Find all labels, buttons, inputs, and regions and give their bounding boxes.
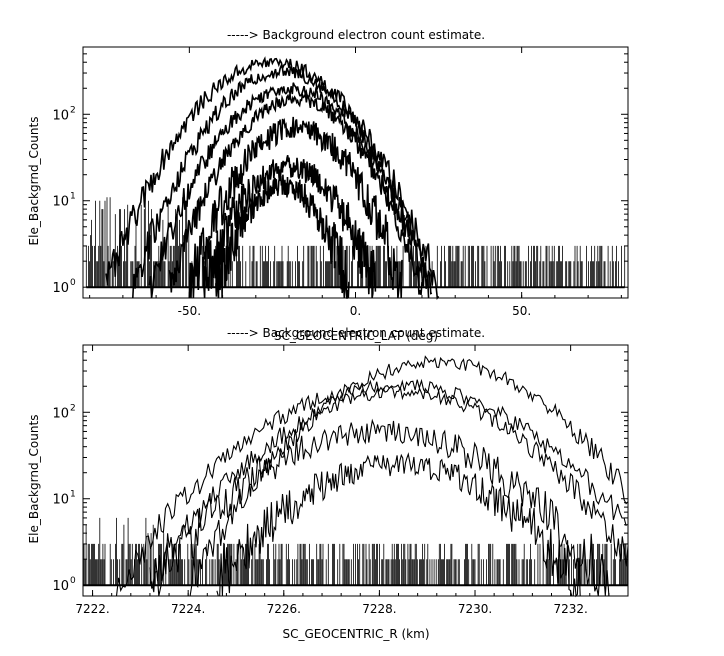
x-tick-label: -50. <box>178 304 201 318</box>
x-tick-label: 50. <box>512 304 531 318</box>
x-tick-label: 0. <box>350 304 361 318</box>
y-tick-label: 10 <box>52 579 69 594</box>
chart-2-plot-area <box>82 355 629 598</box>
y-tick-exponent: 0 <box>70 278 76 288</box>
series-1 <box>188 355 629 597</box>
chart-1: -----> Background electron count estimat… <box>27 28 629 343</box>
x-tick-label: 7232. <box>553 602 587 616</box>
chart-1-ylabel: Ele_Backgrnd_Counts <box>27 117 41 246</box>
series-6 <box>202 155 377 299</box>
x-tick-label: 7222. <box>75 602 109 616</box>
series-5 <box>188 116 403 299</box>
chart-1-title: -----> Background electron count estimat… <box>227 28 485 42</box>
y-tick-exponent: 2 <box>70 105 76 115</box>
y-tick-label: 10 <box>52 108 69 123</box>
chart-2-xlabel: SC_GEOCENTRIC_R (km) <box>283 627 430 641</box>
y-tick-exponent: 1 <box>70 490 76 500</box>
chart-2: -----> Background electron count estimat… <box>27 326 629 641</box>
y-tick-label: 10 <box>52 195 69 210</box>
series-5 <box>216 452 581 598</box>
x-tick-label: 7226. <box>267 602 301 616</box>
series-2 <box>132 63 433 299</box>
chart-2-ylabel: Ele_Backgrnd_Counts <box>27 415 41 544</box>
y-tick-exponent: 2 <box>70 403 76 413</box>
series-2 <box>115 378 627 597</box>
chart-2-title: -----> Background electron count estimat… <box>227 326 485 340</box>
x-tick-label: 7224. <box>171 602 205 616</box>
x-tick-label: 7230. <box>458 602 492 616</box>
chart-1-xlabel: SC_GEOCENTRIC_LAT (deg) <box>274 329 438 343</box>
chart-1-plot-area <box>85 56 626 300</box>
series-4 <box>149 418 610 597</box>
x-tick-label: 7228. <box>362 602 396 616</box>
y-tick-label: 10 <box>52 493 69 508</box>
series-1 <box>105 56 440 300</box>
y-tick-exponent: 1 <box>70 192 76 202</box>
y-tick-label: 10 <box>52 406 69 421</box>
y-tick-exponent: 0 <box>70 576 76 586</box>
series-4 <box>168 92 423 296</box>
series-7 <box>215 173 350 299</box>
noise-floor <box>82 517 629 586</box>
series-3 <box>148 82 430 299</box>
chart-2-frame <box>82 344 629 597</box>
series-3 <box>149 385 629 593</box>
y-tick-label: 10 <box>52 281 69 296</box>
